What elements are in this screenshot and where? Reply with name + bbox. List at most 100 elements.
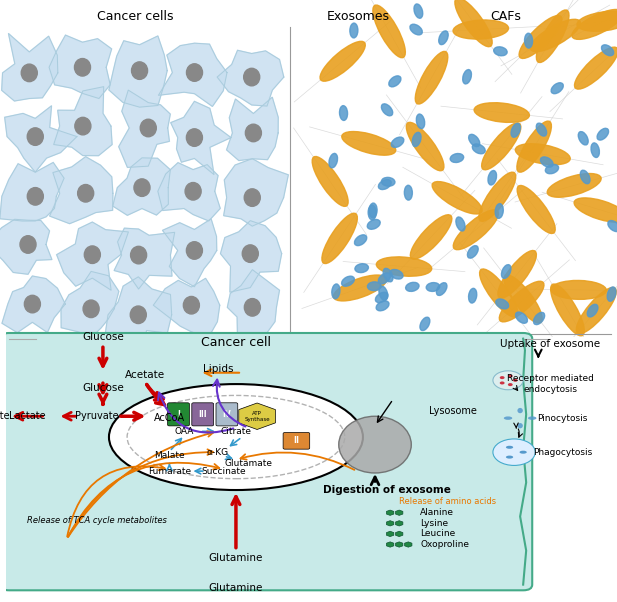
- Text: Digestion of exosome: Digestion of exosome: [323, 485, 451, 495]
- Ellipse shape: [320, 42, 365, 81]
- Text: Alanine: Alanine: [420, 508, 454, 517]
- Ellipse shape: [367, 220, 380, 229]
- Circle shape: [24, 296, 40, 313]
- Ellipse shape: [383, 268, 393, 282]
- Text: Malate: Malate: [154, 452, 184, 461]
- Ellipse shape: [455, 0, 492, 47]
- Polygon shape: [2, 276, 65, 333]
- Circle shape: [500, 376, 505, 379]
- Circle shape: [246, 124, 262, 141]
- Ellipse shape: [410, 24, 422, 35]
- Ellipse shape: [574, 47, 617, 89]
- Ellipse shape: [587, 304, 598, 317]
- Text: Exosomes: Exosomes: [326, 10, 389, 23]
- Ellipse shape: [517, 121, 552, 172]
- Ellipse shape: [591, 143, 599, 158]
- Circle shape: [85, 246, 101, 264]
- Ellipse shape: [375, 292, 388, 303]
- Circle shape: [27, 188, 43, 205]
- Text: Leucine: Leucine: [420, 529, 455, 538]
- Polygon shape: [0, 163, 64, 221]
- Ellipse shape: [389, 76, 401, 87]
- Ellipse shape: [536, 10, 569, 63]
- Ellipse shape: [436, 283, 447, 296]
- Text: ATP
Synthase: ATP Synthase: [244, 411, 270, 421]
- Ellipse shape: [350, 23, 358, 38]
- Circle shape: [27, 128, 43, 145]
- Circle shape: [20, 236, 36, 253]
- Text: Lipids: Lipids: [202, 364, 233, 374]
- Text: Pyruvate: Pyruvate: [75, 411, 118, 421]
- Polygon shape: [158, 163, 220, 221]
- Ellipse shape: [414, 4, 423, 18]
- Circle shape: [508, 374, 513, 377]
- Circle shape: [244, 299, 260, 316]
- Ellipse shape: [547, 173, 601, 197]
- Text: Succinate: Succinate: [202, 467, 246, 476]
- Ellipse shape: [381, 104, 392, 116]
- Ellipse shape: [502, 265, 511, 278]
- Text: Lactate: Lactate: [0, 411, 9, 421]
- Ellipse shape: [453, 20, 508, 39]
- Circle shape: [186, 129, 202, 146]
- Text: OAA: OAA: [175, 427, 194, 436]
- Text: Release of TCA cycle metabolites: Release of TCA cycle metabolites: [27, 516, 167, 525]
- Circle shape: [134, 179, 150, 196]
- Polygon shape: [114, 228, 175, 289]
- Ellipse shape: [550, 284, 584, 336]
- Polygon shape: [217, 51, 284, 106]
- Text: CAFs: CAFs: [491, 10, 521, 23]
- Ellipse shape: [456, 217, 465, 231]
- Ellipse shape: [495, 299, 508, 309]
- Ellipse shape: [479, 172, 516, 222]
- Text: Cancer cell: Cancer cell: [201, 336, 271, 349]
- Ellipse shape: [468, 288, 477, 303]
- Ellipse shape: [405, 282, 419, 291]
- Ellipse shape: [333, 275, 387, 301]
- Polygon shape: [154, 278, 220, 338]
- Ellipse shape: [432, 182, 482, 214]
- Ellipse shape: [515, 144, 570, 165]
- Circle shape: [140, 119, 156, 137]
- Ellipse shape: [379, 286, 387, 300]
- Circle shape: [244, 68, 260, 86]
- Ellipse shape: [551, 82, 563, 94]
- Ellipse shape: [511, 123, 520, 137]
- Text: Lysosome: Lysosome: [429, 406, 478, 415]
- Ellipse shape: [498, 250, 536, 298]
- Ellipse shape: [109, 384, 363, 490]
- Ellipse shape: [373, 5, 405, 58]
- Text: Release of amino acids: Release of amino acids: [399, 497, 496, 506]
- Text: Phagocytosis: Phagocytosis: [533, 448, 592, 457]
- Text: Glutamine: Glutamine: [209, 553, 263, 563]
- Ellipse shape: [407, 122, 444, 171]
- Ellipse shape: [369, 203, 377, 218]
- Text: Glucose: Glucose: [82, 332, 124, 342]
- Ellipse shape: [404, 185, 412, 200]
- Text: IV: IV: [223, 410, 231, 419]
- FancyBboxPatch shape: [0, 333, 532, 591]
- Ellipse shape: [450, 154, 463, 163]
- Circle shape: [508, 383, 513, 386]
- Ellipse shape: [608, 220, 617, 232]
- Ellipse shape: [410, 215, 452, 259]
- Ellipse shape: [342, 132, 395, 155]
- Ellipse shape: [376, 257, 432, 276]
- Ellipse shape: [439, 31, 448, 45]
- Ellipse shape: [342, 276, 354, 287]
- Text: Citrate: Citrate: [220, 427, 252, 436]
- Polygon shape: [105, 277, 172, 357]
- Polygon shape: [220, 221, 282, 292]
- Ellipse shape: [519, 16, 562, 58]
- Polygon shape: [0, 219, 52, 275]
- Ellipse shape: [368, 205, 376, 220]
- Ellipse shape: [391, 137, 404, 147]
- Ellipse shape: [516, 312, 528, 323]
- Ellipse shape: [378, 179, 391, 190]
- Circle shape: [513, 379, 518, 382]
- Ellipse shape: [517, 185, 555, 234]
- Ellipse shape: [545, 164, 558, 174]
- Text: Pinocytosis: Pinocytosis: [537, 414, 587, 423]
- Ellipse shape: [524, 33, 532, 48]
- Ellipse shape: [415, 51, 448, 104]
